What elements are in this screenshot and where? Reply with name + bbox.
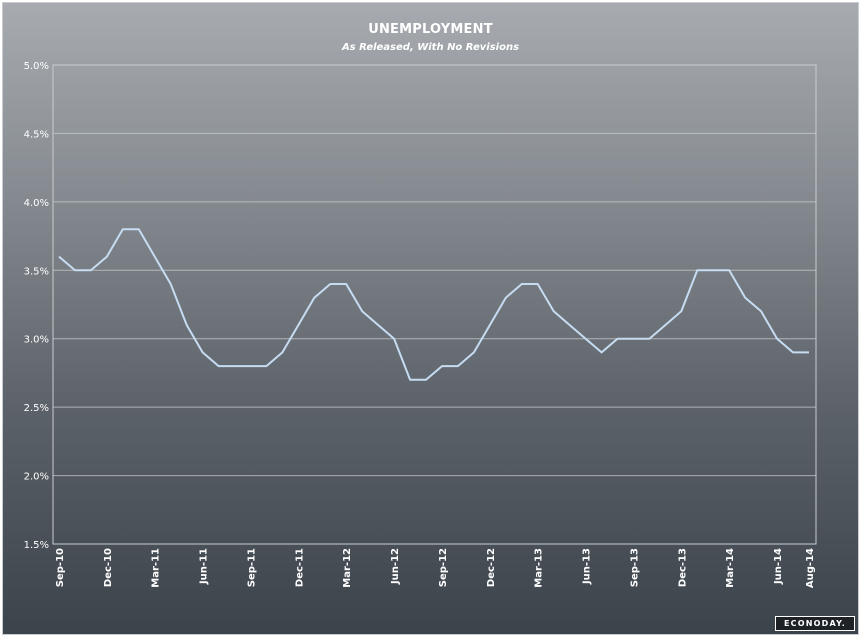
x-tick-label: Dec-12 <box>486 548 497 587</box>
x-tick-label: Mar-12 <box>342 548 353 588</box>
x-tick-label: Sep-13 <box>629 548 640 587</box>
x-tick-label: Jun-13 <box>582 548 593 585</box>
x-tick-label: Jun-14 <box>773 548 784 585</box>
x-tick-label: Mar-14 <box>725 548 736 588</box>
y-tick-label: 3.5% <box>24 266 49 277</box>
x-tick-label: Jun-11 <box>199 548 210 585</box>
x-tick-label: Mar-11 <box>151 548 162 588</box>
x-tick-label: Sep-12 <box>438 548 449 587</box>
y-tick-label: 4.0% <box>24 198 49 209</box>
x-tick-label: Sep-10 <box>55 548 66 587</box>
plot-area: 1.5% 2.0% 2.5% 3.0% 3.5% 4.0% 4.5% 5.0% Sep-10 De… <box>24 61 817 588</box>
x-tick-label: Aug-14 <box>805 548 816 588</box>
series-line <box>58 228 809 381</box>
chart-title: UNEMPLOYMENT <box>368 22 493 37</box>
y-tick-label: 4.5% <box>24 129 49 140</box>
y-tick-label: 2.0% <box>24 472 49 483</box>
chart-subtitle: As Released, With No Revisions <box>341 42 520 53</box>
plot-border <box>52 64 817 545</box>
y-tick-label: 2.5% <box>24 403 49 414</box>
x-tick-label: Dec-13 <box>677 548 688 587</box>
x-tick-label: Sep-11 <box>246 548 257 587</box>
x-tick-label: Dec-10 <box>103 548 114 587</box>
y-tick-label: 3.0% <box>24 335 49 346</box>
x-tick-label: Dec-11 <box>294 548 305 587</box>
y-tick-label: 5.0% <box>24 61 49 72</box>
x-tick-label: Mar-13 <box>534 548 545 588</box>
y-tick-label: 1.5% <box>24 540 49 551</box>
econoday-logo: ECONODAY. <box>775 616 855 631</box>
x-tick-label: Jun-12 <box>390 548 401 585</box>
